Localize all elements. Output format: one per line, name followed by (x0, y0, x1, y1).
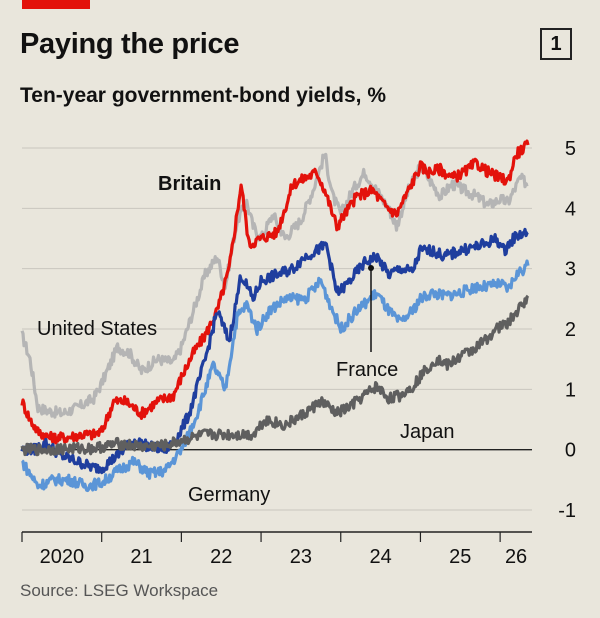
series-line-united-states (20, 152, 529, 419)
y-tick-label: 3 (565, 259, 576, 281)
annotation-label: Britain (158, 173, 221, 195)
x-tick-label: 23 (290, 546, 312, 568)
y-tick-label: 0 (565, 440, 576, 462)
annotation-label: Japan (400, 421, 455, 443)
brand-red-bar (22, 0, 90, 9)
y-tick-label: 1 (565, 379, 576, 401)
y-tick-label: 2 (565, 319, 576, 341)
chart-title: Paying the price (20, 28, 240, 60)
series-line-britain (20, 139, 530, 445)
y-tick-label: -1 (558, 500, 576, 522)
series-line-japan (20, 294, 530, 457)
annotation-label: France (336, 359, 398, 381)
annotation-label: United States (37, 318, 157, 340)
x-tick-label: 21 (130, 546, 152, 568)
annotation-label: Germany (188, 484, 270, 506)
chart-subtitle: Ten-year government-bond yields, % (20, 84, 387, 107)
series-line-france (20, 227, 529, 475)
x-tick-label: 24 (369, 546, 391, 568)
chart-number-badge: 1 (540, 28, 572, 60)
y-tick-label: 5 (565, 138, 576, 160)
y-tick-label: 4 (565, 198, 576, 220)
x-tick-label: 22 (210, 546, 232, 568)
x-tick-label: 25 (449, 546, 471, 568)
source-note: Source: LSEG Workspace (20, 581, 219, 600)
x-tick-label: 2020 (40, 546, 85, 568)
x-tick-label: 26 (505, 546, 527, 568)
france-leader-dot (368, 265, 374, 271)
series-line-germany (21, 259, 530, 493)
